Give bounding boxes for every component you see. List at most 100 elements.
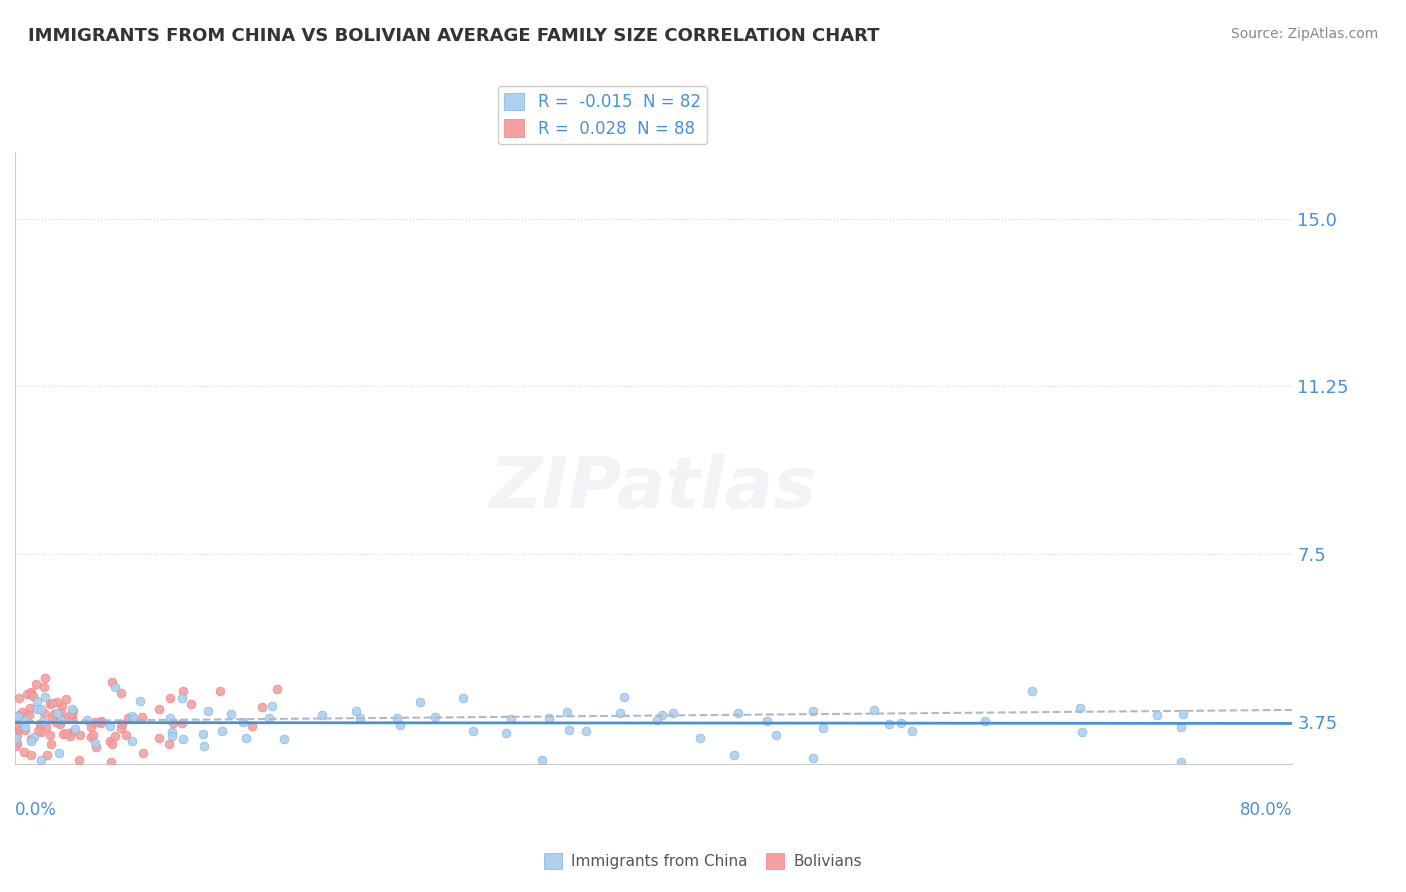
Point	[661, 706, 683, 720]
Point	[1069, 700, 1091, 714]
Point	[30, 753, 52, 767]
Point	[11, 715, 34, 730]
Point	[41, 696, 63, 710]
Point	[30, 716, 52, 731]
Point	[160, 729, 183, 743]
Point	[22, 731, 45, 745]
Point	[170, 716, 193, 731]
Point	[813, 721, 835, 735]
Point	[60, 711, 83, 725]
Point	[104, 681, 127, 695]
Point	[499, 712, 522, 726]
Text: 0.0%: 0.0%	[15, 801, 56, 819]
Point	[49, 713, 72, 727]
Point	[148, 702, 170, 716]
Point	[349, 711, 371, 725]
Point	[39, 737, 62, 751]
Point	[651, 708, 673, 723]
Point	[193, 727, 215, 741]
Point	[121, 733, 143, 747]
Point	[344, 704, 367, 718]
Point	[257, 711, 280, 725]
Point	[131, 709, 153, 723]
Point	[35, 720, 58, 734]
Point	[387, 711, 409, 725]
Point	[689, 731, 711, 745]
Point	[62, 704, 84, 718]
Point	[863, 703, 886, 717]
Point	[647, 713, 669, 727]
Point	[121, 712, 143, 726]
Point	[530, 753, 553, 767]
Point	[104, 729, 127, 743]
Point	[197, 704, 219, 718]
Point	[110, 686, 132, 700]
Point	[6, 735, 28, 749]
Point	[117, 711, 139, 725]
Point	[34, 671, 56, 685]
Point	[162, 724, 184, 739]
Point	[84, 714, 107, 729]
Point	[180, 697, 202, 711]
Point	[613, 690, 636, 704]
Point	[51, 698, 73, 713]
Point	[6, 728, 28, 742]
Point	[901, 724, 924, 739]
Point	[727, 706, 749, 720]
Point	[6, 710, 28, 724]
Point	[46, 695, 69, 709]
Point	[1173, 706, 1195, 721]
Point	[101, 675, 124, 690]
Point	[13, 718, 35, 732]
Point	[803, 704, 825, 718]
Point	[273, 732, 295, 747]
Point	[98, 719, 121, 733]
Point	[100, 755, 122, 769]
Point	[18, 708, 41, 723]
Point	[252, 699, 274, 714]
Point	[495, 725, 517, 739]
Point	[39, 697, 62, 711]
Point	[7, 722, 30, 736]
Point	[51, 727, 73, 741]
Point	[121, 709, 143, 723]
Point	[311, 707, 333, 722]
Point	[76, 714, 98, 728]
Point	[98, 733, 121, 747]
Point	[193, 739, 215, 753]
Point	[20, 687, 42, 701]
Point	[32, 681, 55, 695]
Point	[974, 714, 997, 729]
Point	[84, 739, 107, 754]
Point	[58, 710, 80, 724]
Point	[877, 717, 900, 731]
Point	[1021, 684, 1043, 698]
Point	[101, 737, 124, 751]
Point	[219, 707, 242, 722]
Point	[755, 714, 778, 728]
Point	[211, 723, 233, 738]
Point	[90, 714, 112, 728]
Point	[90, 716, 112, 731]
Point	[82, 728, 104, 742]
Point	[242, 719, 264, 733]
Point	[35, 748, 58, 763]
Point	[55, 726, 77, 740]
Point	[25, 676, 48, 690]
Point	[46, 713, 69, 727]
Point	[14, 723, 37, 737]
Point	[25, 693, 48, 707]
Point	[260, 699, 283, 714]
Point	[266, 681, 288, 696]
Point	[111, 717, 134, 731]
Point	[45, 715, 67, 730]
Point	[172, 683, 194, 698]
Point	[20, 731, 42, 746]
Point	[51, 706, 73, 720]
Point	[15, 687, 38, 701]
Point	[67, 753, 90, 767]
Point	[557, 723, 579, 737]
Point	[69, 728, 91, 742]
Point	[159, 690, 181, 705]
Point	[7, 708, 30, 723]
